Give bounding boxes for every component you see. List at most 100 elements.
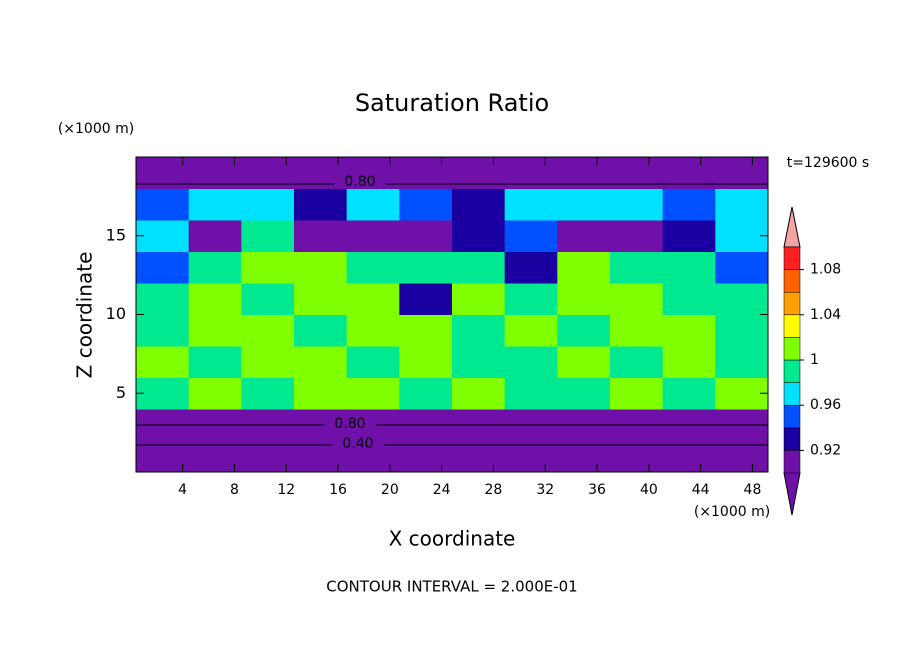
contour-cell bbox=[241, 220, 295, 252]
contour-cell bbox=[399, 220, 453, 252]
x-tick-label: 4 bbox=[178, 482, 187, 498]
contour-cell bbox=[294, 251, 348, 284]
contour-cell bbox=[504, 314, 558, 347]
colorbar-box bbox=[783, 359, 801, 383]
contour-cell bbox=[241, 377, 295, 410]
contour-cell bbox=[136, 188, 190, 221]
colorbar-tick-label: 1.04 bbox=[810, 307, 841, 323]
x-tick-label: 12 bbox=[277, 482, 295, 498]
contour-cell bbox=[399, 188, 453, 221]
contour-cell bbox=[504, 346, 558, 378]
contour-cell bbox=[294, 377, 348, 410]
colorbar-box bbox=[783, 314, 801, 338]
colorbar-tick-label: 0.92 bbox=[810, 442, 841, 458]
contour-cell bbox=[346, 251, 400, 284]
x-tick-label: 28 bbox=[485, 482, 503, 498]
footer: CONTOUR INTERVAL = 2.000E-01 bbox=[326, 578, 577, 596]
contour-cell bbox=[715, 346, 769, 378]
contour-cell bbox=[241, 440, 295, 473]
y-unit: (×1000 m) bbox=[58, 121, 134, 137]
contour-cell bbox=[188, 283, 242, 315]
x-unit: (×1000 m) bbox=[694, 504, 770, 520]
contour-cell bbox=[662, 188, 716, 221]
contour-cell bbox=[399, 377, 453, 410]
contour-cell bbox=[346, 220, 400, 252]
contour-cell bbox=[715, 188, 769, 221]
x-tick-label: 24 bbox=[433, 482, 451, 498]
contour-cell bbox=[241, 346, 295, 378]
contour-cell bbox=[346, 314, 400, 347]
contour-cell bbox=[294, 220, 348, 252]
contour-cell bbox=[610, 440, 664, 473]
contour-cell bbox=[504, 283, 558, 315]
contour-label: 0.80 bbox=[344, 174, 375, 190]
contour-cell bbox=[294, 283, 348, 315]
contour-cell bbox=[610, 283, 664, 315]
contour-cell bbox=[557, 440, 611, 473]
contour-cell bbox=[662, 377, 716, 410]
contour-cell bbox=[610, 314, 664, 347]
contour-cell bbox=[294, 346, 348, 378]
contour-cell bbox=[294, 314, 348, 347]
contour-cell bbox=[399, 440, 453, 473]
contour-cell bbox=[346, 188, 400, 221]
contour-cell bbox=[662, 220, 716, 252]
colorbar-lower bbox=[783, 472, 801, 516]
contour-cell bbox=[399, 314, 453, 347]
time-label: t=129600 s bbox=[787, 155, 869, 171]
contour-cell bbox=[136, 377, 190, 410]
contour-cell bbox=[452, 440, 506, 473]
contour-cell bbox=[346, 346, 400, 378]
contour-cell bbox=[241, 188, 295, 221]
x-axis-label: X coordinate bbox=[389, 527, 516, 551]
contour-cell bbox=[136, 346, 190, 378]
colorbar-box bbox=[783, 450, 801, 474]
contour-cell bbox=[188, 377, 242, 410]
contour-cell bbox=[557, 188, 611, 221]
contour-cell bbox=[662, 346, 716, 378]
contour-cell bbox=[241, 251, 295, 284]
contour-cell bbox=[715, 377, 769, 410]
contour-cell bbox=[610, 188, 664, 221]
contour-cell bbox=[188, 188, 242, 221]
x-tick-label: 48 bbox=[744, 482, 762, 498]
contour-cell bbox=[399, 251, 453, 284]
contour-cell bbox=[504, 188, 558, 221]
colorbar-box bbox=[783, 337, 801, 361]
x-tick-label: 40 bbox=[640, 482, 658, 498]
y-tick-label: 5 bbox=[116, 383, 126, 402]
contour-cell bbox=[188, 220, 242, 252]
contour-cell bbox=[346, 283, 400, 315]
x-tick-label: 36 bbox=[588, 482, 606, 498]
contour-cell bbox=[452, 314, 506, 347]
contour-cell bbox=[715, 283, 769, 315]
colorbar-box bbox=[783, 291, 801, 316]
contour-cell bbox=[662, 251, 716, 284]
contour-cell bbox=[346, 377, 400, 410]
colorbar-box bbox=[783, 427, 801, 451]
contour-cell bbox=[557, 251, 611, 284]
chart-title: Saturation Ratio bbox=[355, 89, 549, 117]
contour-cell bbox=[188, 440, 242, 473]
contour-cell bbox=[715, 220, 769, 252]
contour-cell bbox=[452, 346, 506, 378]
colorbar-upper bbox=[783, 206, 801, 248]
contour-cell bbox=[136, 283, 190, 315]
contour-cell bbox=[504, 440, 558, 473]
colorbar-box bbox=[783, 269, 801, 293]
contour-cell bbox=[504, 251, 558, 284]
colorbar-tick-label: 0.96 bbox=[810, 397, 841, 413]
contour-cell bbox=[188, 346, 242, 378]
x-tick-label: 32 bbox=[536, 482, 554, 498]
colorbar-tick-label: 1.08 bbox=[810, 262, 841, 278]
contour-cell bbox=[452, 283, 506, 315]
contour-cell bbox=[452, 188, 506, 221]
contour-cell bbox=[136, 220, 190, 252]
contour-cell bbox=[662, 314, 716, 347]
colorbar-box bbox=[783, 246, 801, 270]
contour-cell bbox=[662, 283, 716, 315]
contour-cell bbox=[241, 314, 295, 347]
contour-cell bbox=[188, 314, 242, 347]
contour-cell bbox=[452, 377, 506, 410]
